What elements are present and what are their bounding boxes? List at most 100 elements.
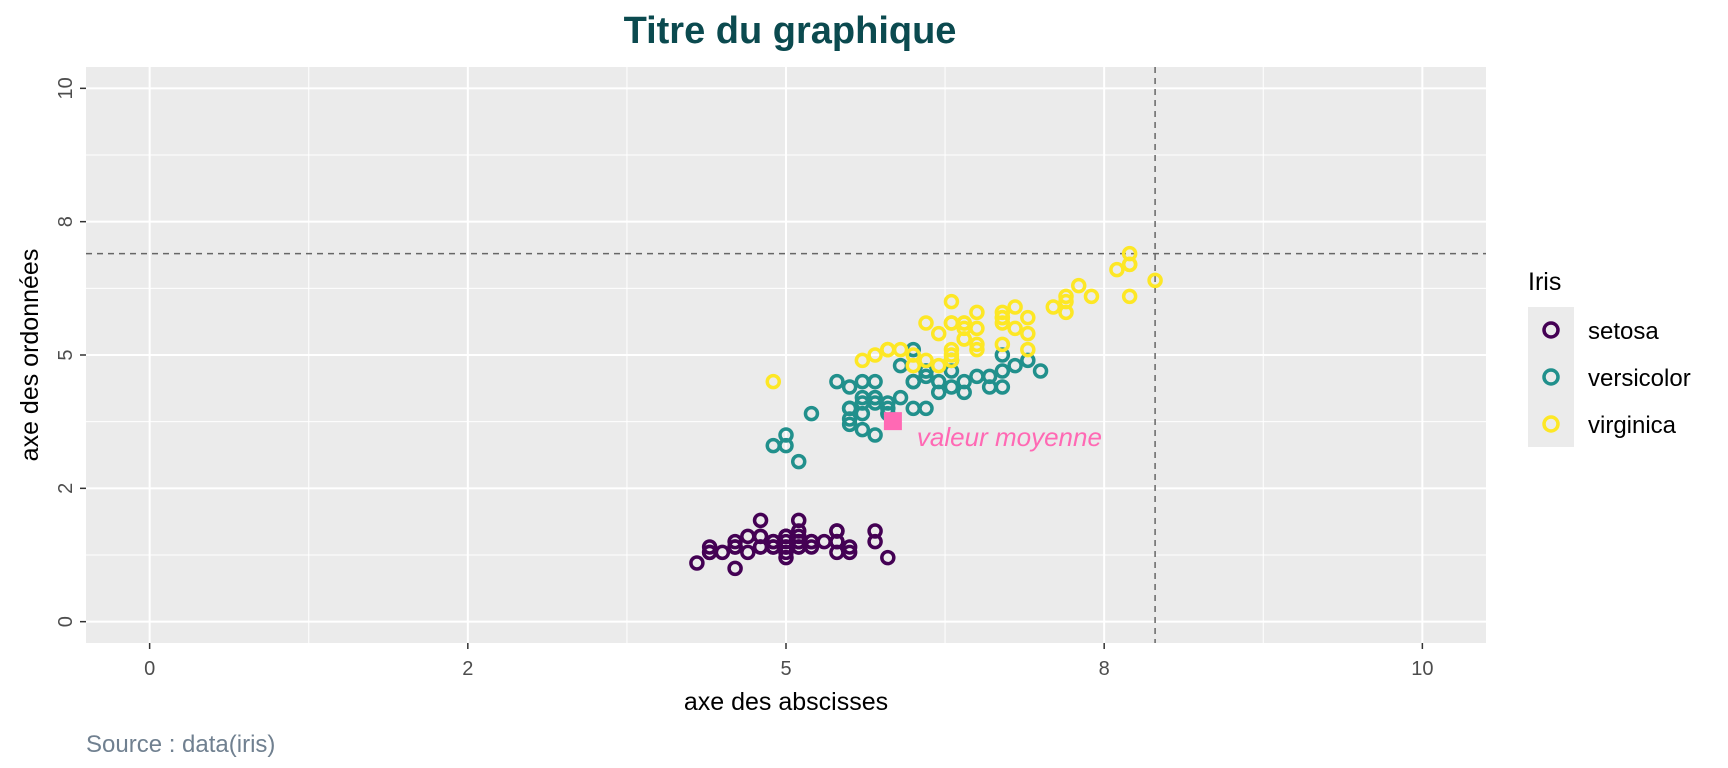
data-point-setosa <box>790 512 807 529</box>
data-point-setosa <box>701 539 718 555</box>
data-point-versicolor <box>867 427 883 443</box>
data-point-virginica <box>854 352 871 369</box>
data-point-versicolor <box>803 405 820 422</box>
legend-label-versicolor: versicolor <box>1588 365 1691 392</box>
reference-lines <box>86 67 1486 643</box>
data-point-setosa <box>727 533 743 550</box>
data-point-virginica <box>1020 325 1036 342</box>
legend-key-versicolor <box>1542 368 1560 386</box>
chart-title: Titre du graphique <box>624 10 957 52</box>
x-axis-ticks: 0 2 5 8 10 <box>144 643 1433 680</box>
data-point-virginica <box>943 341 960 358</box>
data-point-setosa <box>740 544 756 561</box>
legend-key-virginica <box>1542 415 1560 433</box>
data-point-virginica <box>1007 299 1023 315</box>
data-point-versicolor <box>930 384 947 401</box>
legend-items: setosa versicolor virginica <box>1542 318 1691 439</box>
data-point-virginica <box>1083 288 1100 305</box>
data-point-setosa <box>790 528 807 545</box>
data-point-versicolor <box>790 453 807 470</box>
data-point-setosa <box>841 544 858 561</box>
mean-point-label: valeur moyenne <box>917 422 1102 452</box>
data-point-virginica <box>930 357 947 374</box>
legend-key-setosa <box>1542 321 1560 339</box>
data-point-setosa <box>816 533 832 550</box>
data-point-versicolor <box>841 400 858 417</box>
data-point-virginica <box>943 293 960 310</box>
data-point-versicolor <box>841 416 858 433</box>
data-point-setosa <box>778 544 794 561</box>
y-tick-label: 8 <box>55 216 77 227</box>
data-points <box>689 245 1163 577</box>
data-point-versicolor <box>841 379 858 395</box>
legend-title: Iris <box>1528 268 1561 296</box>
y-tick-label: 2 <box>55 483 77 494</box>
data-point-virginica <box>892 341 909 358</box>
y-tick-label: 5 <box>55 349 77 360</box>
x-tick-label: 0 <box>144 658 155 680</box>
data-point-versicolor <box>892 389 909 406</box>
data-point-setosa <box>727 560 743 577</box>
data-point-virginica <box>969 341 985 358</box>
x-tick-label: 8 <box>1099 658 1110 680</box>
data-point-virginica <box>1045 299 1062 315</box>
series-setosa <box>689 512 896 577</box>
data-point-virginica <box>1058 288 1074 305</box>
data-point-setosa <box>778 539 794 555</box>
data-point-virginica <box>765 373 782 390</box>
data-point-setosa <box>880 549 896 566</box>
mean-marker: valeur moyenne <box>883 412 1102 452</box>
data-point-virginica <box>1147 272 1163 289</box>
y-tick-label: 10 <box>55 77 77 99</box>
data-point-virginica <box>1121 256 1138 273</box>
legend-label-setosa: setosa <box>1588 318 1659 345</box>
data-point-setosa <box>727 539 743 555</box>
data-point-setosa <box>803 539 820 555</box>
data-point-versicolor <box>867 395 883 411</box>
data-point-virginica <box>930 325 947 342</box>
data-point-versicolor <box>918 400 934 417</box>
y-tick-label: 0 <box>55 616 77 627</box>
data-point-setosa <box>752 539 769 555</box>
data-point-versicolor <box>956 384 972 401</box>
series-virginica <box>765 245 1163 390</box>
legend-key-background <box>1528 307 1574 447</box>
data-point-setosa <box>701 544 718 561</box>
x-tick-label: 5 <box>780 658 791 680</box>
data-point-versicolor <box>918 368 934 385</box>
mean-point <box>883 412 902 431</box>
data-point-virginica <box>918 315 934 331</box>
x-tick-label: 2 <box>462 658 473 680</box>
data-point-virginica <box>994 315 1011 331</box>
data-point-virginica <box>918 352 934 369</box>
data-point-virginica <box>1109 261 1125 278</box>
data-point-versicolor <box>994 363 1011 379</box>
data-point-versicolor <box>854 421 871 438</box>
data-point-versicolor <box>1032 363 1049 379</box>
data-point-virginica <box>905 357 922 374</box>
x-tick-label: 10 <box>1411 658 1433 680</box>
data-point-setosa <box>790 533 807 550</box>
data-point-virginica <box>1020 341 1036 358</box>
data-point-versicolor <box>905 373 922 390</box>
data-point-versicolor <box>829 373 845 390</box>
data-point-setosa <box>752 512 769 529</box>
legend-label-virginica: virginica <box>1588 412 1677 439</box>
data-point-virginica <box>1007 320 1023 337</box>
data-point-versicolor <box>943 379 960 395</box>
data-point-virginica <box>994 309 1011 326</box>
data-point-setosa <box>841 539 858 555</box>
data-point-versicolor <box>854 373 871 390</box>
data-point-versicolor <box>778 437 794 454</box>
data-point-versicolor <box>981 379 998 395</box>
data-point-virginica <box>1058 304 1074 321</box>
data-point-virginica <box>943 347 960 363</box>
data-point-virginica <box>1070 277 1087 294</box>
data-point-virginica <box>867 347 883 363</box>
data-point-setosa <box>765 533 782 550</box>
data-point-virginica <box>956 320 972 337</box>
data-point-virginica <box>1020 309 1036 326</box>
y-axis-title: axe des ordonnées <box>16 249 44 462</box>
legend: Iris setosa versicolor virginica <box>1528 268 1691 447</box>
